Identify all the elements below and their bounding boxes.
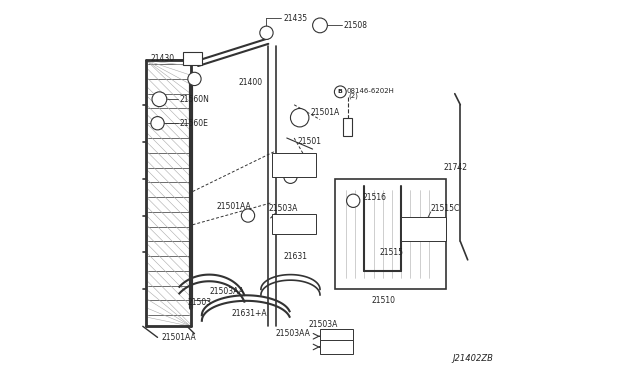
Circle shape [260, 26, 273, 39]
Text: B: B [338, 89, 343, 94]
Text: SEC. 210: SEC. 210 [410, 224, 437, 229]
Text: (11060+A): (11060+A) [277, 168, 311, 173]
Bar [184, 52, 202, 65]
Bar [272, 153, 316, 177]
Text: 21430: 21430 [150, 54, 174, 63]
Text: 21901A: 21901A [283, 167, 312, 176]
Bar [335, 179, 445, 289]
Text: SEC. 210: SEC. 210 [280, 219, 308, 224]
Text: 21435: 21435 [283, 13, 307, 22]
Bar [147, 61, 191, 326]
Text: 21503A: 21503A [309, 320, 339, 329]
Text: 21503: 21503 [187, 298, 211, 307]
Text: 21510: 21510 [372, 296, 396, 305]
Text: 21501: 21501 [298, 137, 322, 146]
Circle shape [284, 170, 297, 183]
Text: 21501AA: 21501AA [161, 333, 196, 342]
Bar [272, 214, 316, 234]
Text: (21200): (21200) [282, 227, 307, 232]
Circle shape [188, 72, 201, 86]
Text: 08146-6202H: 08146-6202H [347, 88, 394, 94]
Text: SEC. 310: SEC. 310 [323, 333, 351, 338]
Text: 21515C: 21515C [431, 203, 460, 213]
Circle shape [312, 18, 328, 33]
Text: 21515: 21515 [379, 248, 403, 257]
Bar [401, 217, 445, 241]
Text: 21742: 21742 [444, 163, 468, 172]
Text: SEC. 210: SEC. 210 [280, 160, 308, 164]
Text: 21560E: 21560E [180, 119, 209, 128]
Text: 21631: 21631 [283, 251, 307, 261]
Text: 21503AA: 21503AA [276, 329, 310, 338]
Text: SEC. 310: SEC. 310 [323, 344, 351, 349]
Text: (2): (2) [349, 92, 358, 99]
Circle shape [347, 194, 360, 208]
Text: 21508: 21508 [344, 21, 368, 30]
Bar [320, 340, 353, 354]
Circle shape [334, 86, 346, 98]
Text: 21516: 21516 [362, 193, 387, 202]
Text: 21501AA: 21501AA [216, 202, 252, 211]
Text: 21631+A: 21631+A [232, 309, 267, 318]
Circle shape [151, 116, 164, 130]
Text: 21400: 21400 [239, 78, 263, 87]
Text: 21560N: 21560N [180, 95, 209, 104]
Text: 21501A: 21501A [311, 108, 340, 117]
Circle shape [241, 209, 255, 222]
Text: (11060+A): (11060+A) [406, 231, 440, 237]
Text: 21503AA: 21503AA [209, 287, 244, 296]
Bar [343, 118, 352, 136]
Circle shape [291, 109, 309, 127]
Bar [320, 329, 353, 343]
Text: J21402ZB: J21402ZB [452, 354, 493, 363]
Circle shape [152, 92, 167, 107]
Text: 21503A: 21503A [268, 203, 298, 213]
